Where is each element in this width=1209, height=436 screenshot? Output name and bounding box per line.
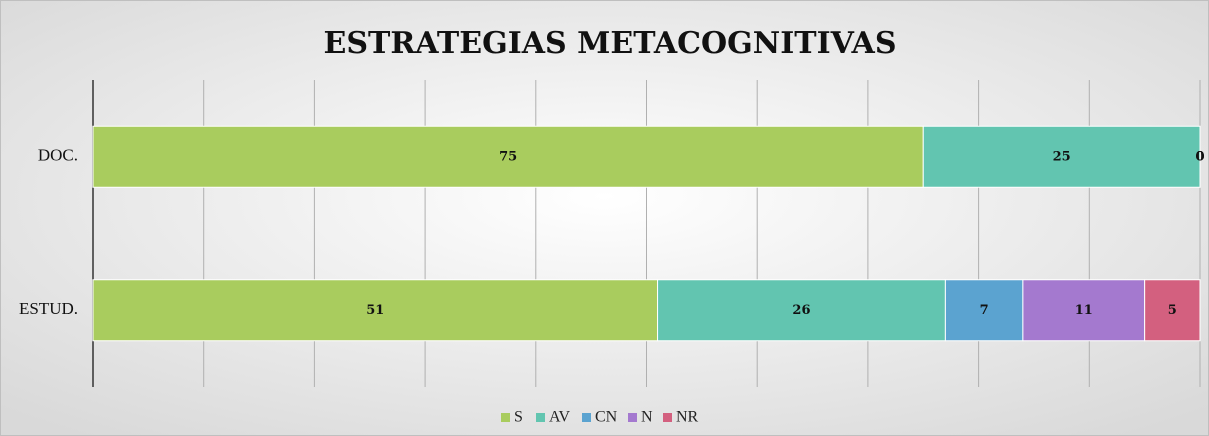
data-label: 75 (499, 149, 517, 164)
data-label: 7 (980, 303, 989, 318)
legend-swatch (536, 413, 545, 422)
data-label: 25 (1053, 149, 1071, 164)
legend-swatch (663, 413, 672, 422)
bar-segment (92, 125, 924, 188)
bar-segment (657, 279, 946, 342)
legend-swatch (501, 413, 510, 422)
bar-segment (1144, 279, 1201, 342)
data-label: 5 (1168, 303, 1177, 318)
bar-segment (92, 279, 659, 342)
legend-label: N (641, 409, 653, 426)
data-label: 0 (1195, 149, 1204, 164)
data-label: 11 (1075, 303, 1093, 318)
data-label: 26 (792, 303, 810, 318)
data-label: 51 (366, 303, 384, 318)
category-label: DOC. (38, 146, 78, 165)
legend-label: AV (549, 409, 570, 426)
legend-swatch (628, 413, 637, 422)
bar-segment (922, 125, 1201, 188)
legend-label: S (514, 409, 523, 426)
data-label: 0 (1195, 149, 1204, 164)
legend-label: CN (595, 409, 618, 426)
legend-swatch (582, 413, 591, 422)
legend-label: NR (676, 409, 699, 426)
category-label: ESTUD. (19, 299, 78, 318)
chart-title: ESTRATEGIAS METACOGNITIVAS (323, 26, 896, 61)
data-label: 0 (1195, 149, 1204, 164)
